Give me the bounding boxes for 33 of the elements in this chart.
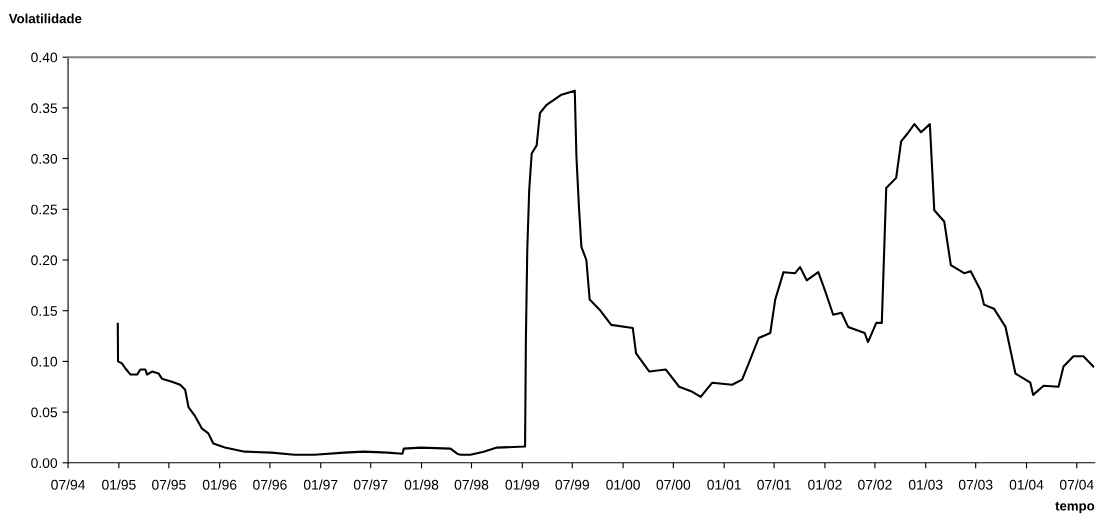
x-tick-label: 07/94 bbox=[51, 479, 86, 490]
x-tick-label: 01/99 bbox=[505, 479, 540, 490]
y-tick-label: 0.30 bbox=[31, 153, 58, 164]
line-series bbox=[116, 89, 1095, 456]
x-tick-label: 07/98 bbox=[454, 479, 489, 490]
x-tick-label: 01/02 bbox=[808, 479, 842, 490]
y-tick-label: 0.35 bbox=[31, 103, 58, 114]
y-tick-label: 0.25 bbox=[31, 204, 58, 215]
x-tick-label: 07/96 bbox=[253, 479, 287, 490]
y-tick-label: 0.15 bbox=[31, 306, 58, 316]
x-tick-label: 07/95 bbox=[152, 479, 186, 490]
x-tick-label: 01/98 bbox=[404, 479, 439, 490]
x-tick-label: 01/04 bbox=[1009, 479, 1044, 490]
x-tick-label: 07/99 bbox=[555, 479, 589, 490]
x-tick-label: 07/02 bbox=[858, 479, 892, 490]
x-tick-label: 07/01 bbox=[757, 479, 791, 490]
x-tick-label: 01/96 bbox=[202, 479, 237, 490]
x-tick-label: 01/95 bbox=[102, 479, 136, 490]
x-tick-label: 01/97 bbox=[303, 479, 338, 490]
x-tick-label: 07/03 bbox=[958, 479, 993, 490]
y-axis-title: Volatilidade bbox=[8, 13, 82, 24]
x-axis-title: tempo bbox=[1055, 501, 1095, 514]
y-tick-label: 0.20 bbox=[31, 255, 58, 266]
x-tick-label: 07/00 bbox=[656, 479, 691, 490]
y-tick-label: 0.10 bbox=[31, 356, 58, 367]
y-tick-label: 0.00 bbox=[31, 458, 58, 468]
y-tick-label: 0.05 bbox=[31, 407, 58, 418]
x-tick-label: 01/00 bbox=[606, 479, 640, 490]
x-tick-label: 07/97 bbox=[353, 479, 388, 490]
x-tick-label: 01/03 bbox=[908, 479, 943, 490]
x-tick-label: 01/01 bbox=[707, 479, 741, 490]
y-tick-label: 0.40 bbox=[31, 52, 58, 63]
x-tick-label: 07/04 bbox=[1059, 479, 1094, 490]
